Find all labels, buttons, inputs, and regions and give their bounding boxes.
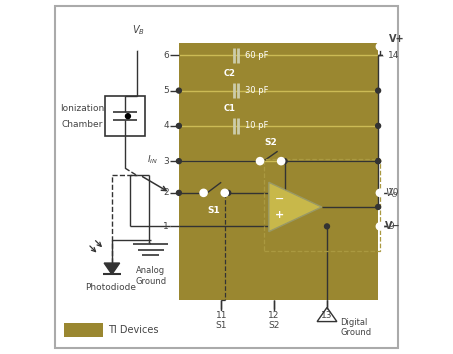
Circle shape bbox=[376, 43, 383, 50]
Text: 5: 5 bbox=[163, 86, 169, 95]
Circle shape bbox=[270, 312, 278, 319]
Circle shape bbox=[256, 158, 264, 165]
Text: $I_{IN}$: $I_{IN}$ bbox=[147, 154, 158, 166]
Text: 10 pF: 10 pF bbox=[245, 121, 268, 130]
Circle shape bbox=[323, 312, 331, 319]
Circle shape bbox=[176, 88, 181, 93]
Circle shape bbox=[376, 159, 381, 164]
Circle shape bbox=[221, 189, 228, 196]
Circle shape bbox=[282, 159, 287, 164]
Circle shape bbox=[176, 124, 181, 129]
Text: V+: V+ bbox=[389, 34, 405, 45]
Circle shape bbox=[176, 159, 181, 164]
Text: 60 pF: 60 pF bbox=[245, 51, 268, 60]
Text: $V_B$: $V_B$ bbox=[132, 23, 145, 37]
Text: 6: 6 bbox=[163, 51, 169, 60]
Circle shape bbox=[218, 312, 225, 319]
Text: +: + bbox=[275, 210, 284, 220]
Bar bbox=[179, 43, 378, 301]
Text: S2: S2 bbox=[269, 321, 280, 330]
Circle shape bbox=[376, 205, 381, 210]
Circle shape bbox=[324, 224, 329, 229]
Text: 1: 1 bbox=[163, 222, 169, 231]
Text: 3: 3 bbox=[163, 156, 169, 166]
Circle shape bbox=[376, 159, 381, 164]
Circle shape bbox=[125, 114, 130, 119]
Text: S2: S2 bbox=[264, 138, 277, 147]
Text: 12: 12 bbox=[269, 311, 280, 320]
Text: 9: 9 bbox=[388, 222, 394, 231]
Text: $V_O$: $V_O$ bbox=[385, 186, 399, 200]
Text: V−: V− bbox=[385, 221, 401, 232]
Circle shape bbox=[376, 124, 381, 129]
Text: Ionization: Ionization bbox=[60, 104, 104, 113]
Text: 10: 10 bbox=[388, 188, 400, 198]
Bar bbox=[105, 96, 145, 136]
Text: Photodiode: Photodiode bbox=[85, 283, 135, 292]
Polygon shape bbox=[269, 182, 322, 232]
Circle shape bbox=[200, 189, 207, 196]
Text: Digital
Ground: Digital Ground bbox=[340, 318, 371, 337]
Circle shape bbox=[226, 190, 231, 195]
Text: 14: 14 bbox=[388, 51, 400, 60]
Text: −: − bbox=[275, 194, 284, 204]
Text: 30 pF: 30 pF bbox=[245, 86, 268, 95]
Circle shape bbox=[376, 189, 383, 196]
Text: 4: 4 bbox=[164, 121, 169, 130]
Text: 13: 13 bbox=[321, 311, 333, 320]
Bar bbox=[264, 159, 380, 251]
Circle shape bbox=[376, 88, 381, 93]
Text: C1: C1 bbox=[224, 104, 236, 113]
Text: Chamber: Chamber bbox=[61, 120, 103, 129]
Text: S1: S1 bbox=[208, 206, 221, 215]
Circle shape bbox=[383, 50, 390, 57]
Text: C3: C3 bbox=[224, 33, 236, 42]
Circle shape bbox=[376, 223, 383, 230]
Text: 11: 11 bbox=[216, 311, 227, 320]
Text: C2: C2 bbox=[224, 69, 236, 78]
Text: S1: S1 bbox=[216, 321, 227, 330]
Polygon shape bbox=[104, 263, 120, 274]
Bar bbox=[64, 323, 103, 337]
Circle shape bbox=[278, 158, 284, 165]
Text: TI Devices: TI Devices bbox=[108, 325, 159, 335]
Text: 2: 2 bbox=[164, 188, 169, 198]
Circle shape bbox=[133, 43, 140, 50]
Text: Analog
Ground: Analog Ground bbox=[135, 266, 166, 286]
Circle shape bbox=[176, 190, 181, 195]
